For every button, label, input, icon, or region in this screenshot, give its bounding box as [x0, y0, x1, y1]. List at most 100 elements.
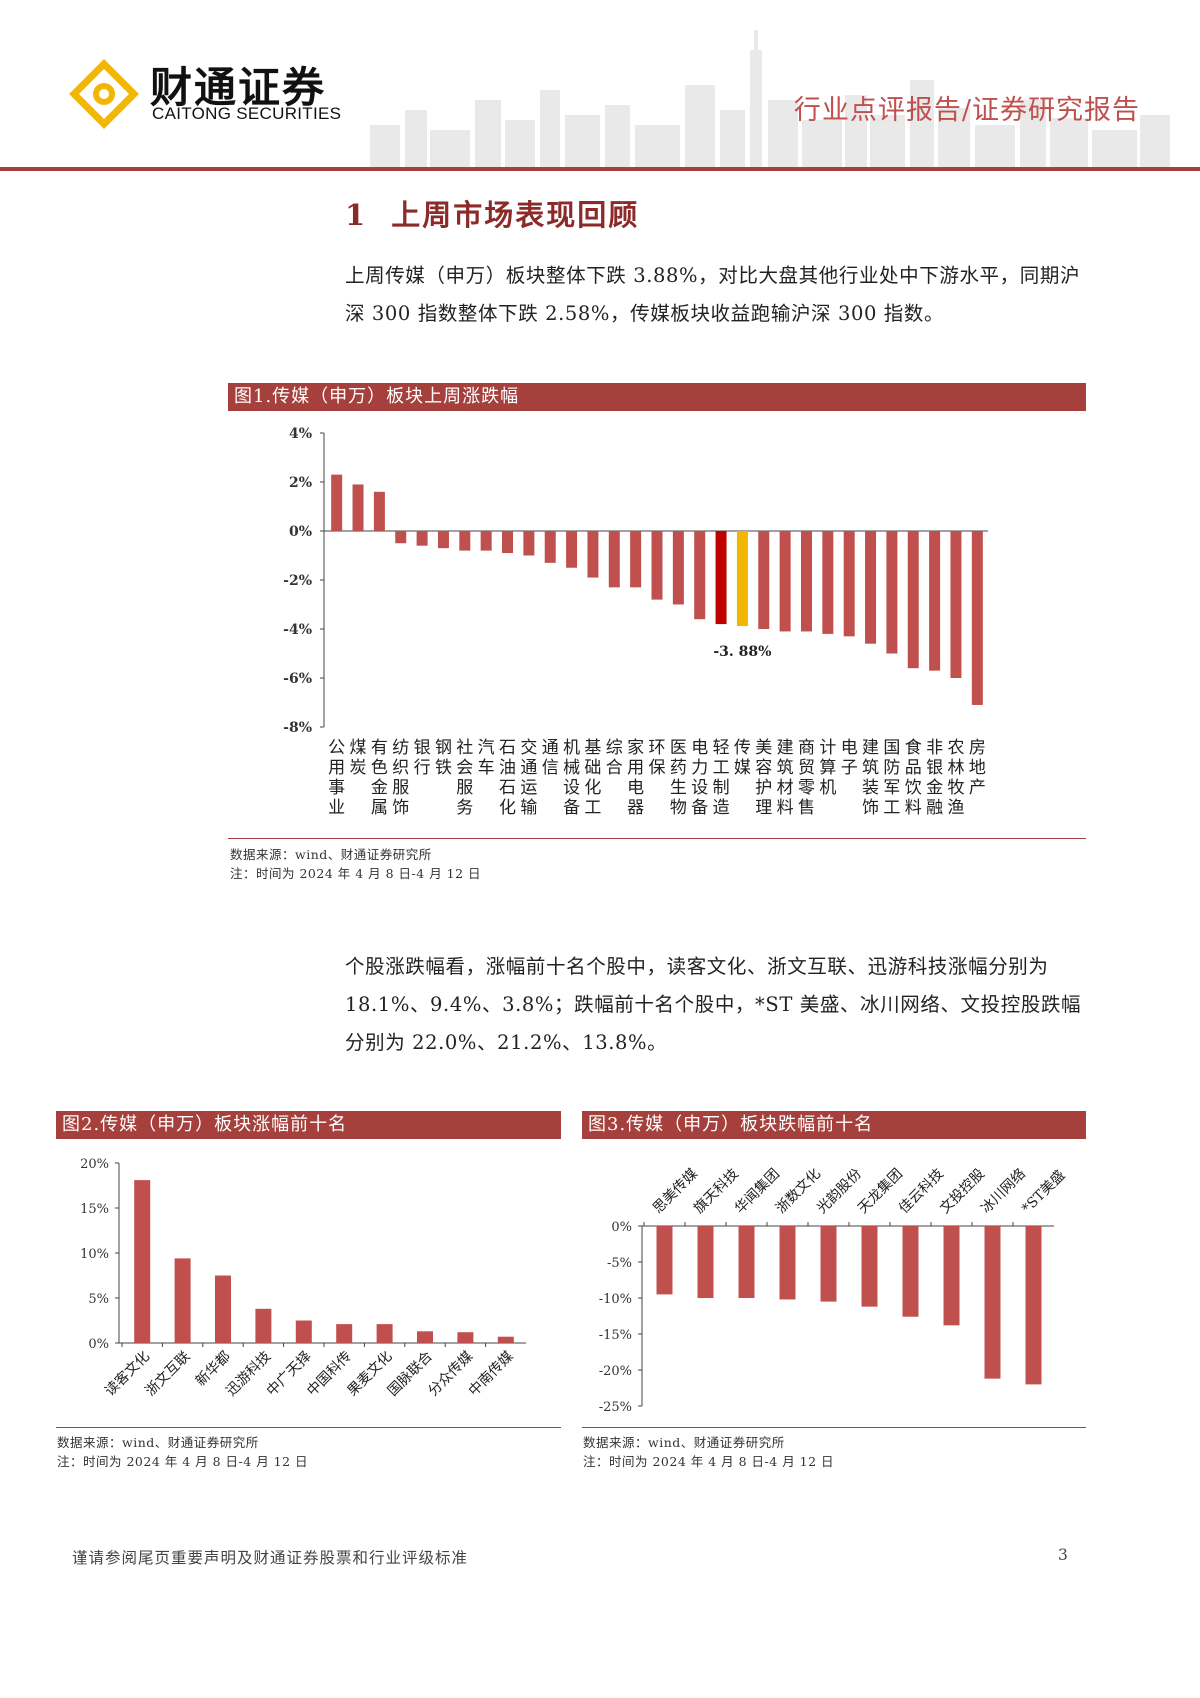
- y-tick-label: -6%: [283, 671, 312, 687]
- y-tick-label: 20%: [80, 1157, 109, 1172]
- x-category-label-char: 工: [713, 758, 730, 778]
- bar: [134, 1180, 150, 1343]
- x-category-label-char: 金: [926, 778, 943, 798]
- x-category-label-char: 军: [883, 778, 900, 798]
- figure-3-divider: [582, 1427, 1086, 1428]
- body-paragraph-2: 个股涨跌幅看，涨幅前十名个股中，读客文化、浙文互联、迅游科技涨幅分别为 18.1…: [345, 948, 1085, 1062]
- x-category-label-char: 综: [606, 738, 623, 758]
- bar: [862, 1226, 878, 1307]
- x-category-label-char: 器: [627, 798, 644, 818]
- x-category-label-char: 饰: [392, 798, 409, 818]
- x-category-label-char: 石: [499, 738, 516, 758]
- x-category-label: 旗天科技: [691, 1166, 742, 1217]
- x-category-label: 华闻集团: [731, 1165, 783, 1217]
- figure-2-divider: [56, 1427, 561, 1428]
- x-category-label-char: 石: [499, 778, 516, 798]
- x-category-label-char: 造: [713, 798, 730, 818]
- y-tick-label: -25%: [599, 1400, 632, 1415]
- x-category-label-char: 属: [371, 798, 388, 818]
- x-category-label-char: 容: [755, 758, 772, 778]
- figure-3-title: 图3.传媒（申万）板块跌幅前十名: [582, 1111, 1086, 1139]
- y-tick-label: 10%: [80, 1247, 109, 1262]
- x-category-label: 冰川网络: [978, 1166, 1029, 1217]
- bar: [175, 1258, 191, 1343]
- brand-name-en: CAITONG SECURITIES: [152, 104, 341, 124]
- bar: [694, 531, 705, 619]
- figure-1-note-text: 注：时间为 2024 年 4 月 8 日-4 月 12 日: [230, 864, 481, 883]
- x-category-label-char: 交: [520, 738, 537, 758]
- bar: [886, 531, 897, 654]
- x-category-label-char: 行: [414, 758, 431, 778]
- figure-1-source-text: 数据来源：wind、财通证券研究所: [230, 845, 481, 864]
- x-category-label-char: 农: [947, 738, 964, 758]
- figure-2-note-text: 注：时间为 2024 年 4 月 8 日-4 月 12 日: [57, 1452, 308, 1471]
- x-category-label-char: 信: [542, 758, 559, 778]
- y-tick-label: 2%: [289, 475, 312, 491]
- bar: [353, 484, 364, 531]
- x-category-label-char: 公: [328, 738, 345, 758]
- bar: [821, 1226, 837, 1302]
- x-category-label: 光韵股份: [814, 1166, 865, 1217]
- x-category-label-char: 备: [563, 798, 580, 818]
- bar: [566, 531, 577, 568]
- x-category-label-char: 饮: [905, 778, 922, 798]
- x-category-label-char: 品: [905, 758, 922, 778]
- figure-2-source-text: 数据来源：wind、财通证券研究所: [57, 1433, 308, 1452]
- y-tick-label: 5%: [88, 1292, 109, 1307]
- x-category-label-char: 计: [819, 738, 836, 758]
- caitong-logo-icon: [68, 58, 140, 130]
- x-category-label-char: 汽: [478, 738, 495, 758]
- y-tick-label: -2%: [283, 573, 312, 589]
- x-category-label-char: 用: [328, 758, 345, 778]
- x-category-label-char: 会: [456, 758, 473, 778]
- x-category-label-char: 电: [691, 738, 708, 758]
- bar: [822, 531, 833, 634]
- body-paragraph-1: 上周传媒（申万）板块整体下跌 3.88%，对比大盘其他行业处中下游水平，同期沪深…: [345, 257, 1085, 333]
- bar: [950, 531, 961, 678]
- x-category-label: 浙数文化: [773, 1166, 824, 1217]
- x-category-label-char: 零: [798, 778, 815, 798]
- bar: [523, 531, 534, 556]
- bar: [630, 531, 641, 587]
- x-category-label-char: 算: [819, 758, 836, 778]
- bar: [908, 531, 919, 668]
- section-heading: 1 上周市场表现回顾: [345, 192, 639, 234]
- bar: [673, 531, 684, 605]
- x-category-label-char: 备: [691, 798, 708, 818]
- x-category-label-char: 地: [969, 758, 986, 778]
- media-annotation-label: -3. 88%: [713, 644, 771, 660]
- figure-3-source-text: 数据来源：wind、财通证券研究所: [583, 1433, 834, 1452]
- x-category-label-char: 材: [777, 778, 794, 798]
- y-tick-label: 0%: [289, 524, 312, 540]
- x-category-label-char: 服: [456, 778, 473, 798]
- x-category-label-char: 色: [371, 758, 388, 778]
- x-category-label-char: 料: [777, 798, 794, 818]
- x-category-label-char: 家: [627, 738, 644, 758]
- x-category-label-char: 力: [691, 758, 708, 778]
- x-category-label-char: 料: [905, 798, 922, 818]
- x-category-label-char: 合: [606, 758, 623, 778]
- section-number: 1: [345, 198, 367, 232]
- bar: [502, 531, 513, 553]
- bar: [459, 531, 470, 551]
- industry-return-bar-chart: 4%2%0%-2%-4%-6%-8%公用事业煤炭有色金属纺织服饰银行钢铁社会服务…: [228, 411, 1086, 836]
- x-category-label-char: 输: [520, 798, 537, 818]
- x-category-label-char: 煤: [350, 738, 367, 758]
- x-category-label-char: 轻: [713, 738, 730, 758]
- x-category-label-char: 基: [584, 738, 601, 758]
- x-category-label-char: 美: [755, 738, 772, 758]
- x-category-label-char: 炭: [350, 758, 367, 778]
- x-category-label-char: 牧: [947, 778, 964, 798]
- bar: [609, 531, 620, 587]
- bar: [457, 1332, 473, 1343]
- x-category-label-char: 筑: [862, 758, 879, 778]
- x-category-label-char: 服: [392, 778, 409, 798]
- bar: [944, 1226, 960, 1325]
- bar: [417, 531, 428, 546]
- x-category-label-char: 务: [456, 798, 473, 818]
- bar: [737, 531, 748, 626]
- x-category-label-char: 业: [328, 798, 345, 818]
- x-category-label: 浙文互联: [143, 1349, 194, 1400]
- x-category-label-char: 金: [371, 778, 388, 798]
- x-category-label-char: 用: [627, 758, 644, 778]
